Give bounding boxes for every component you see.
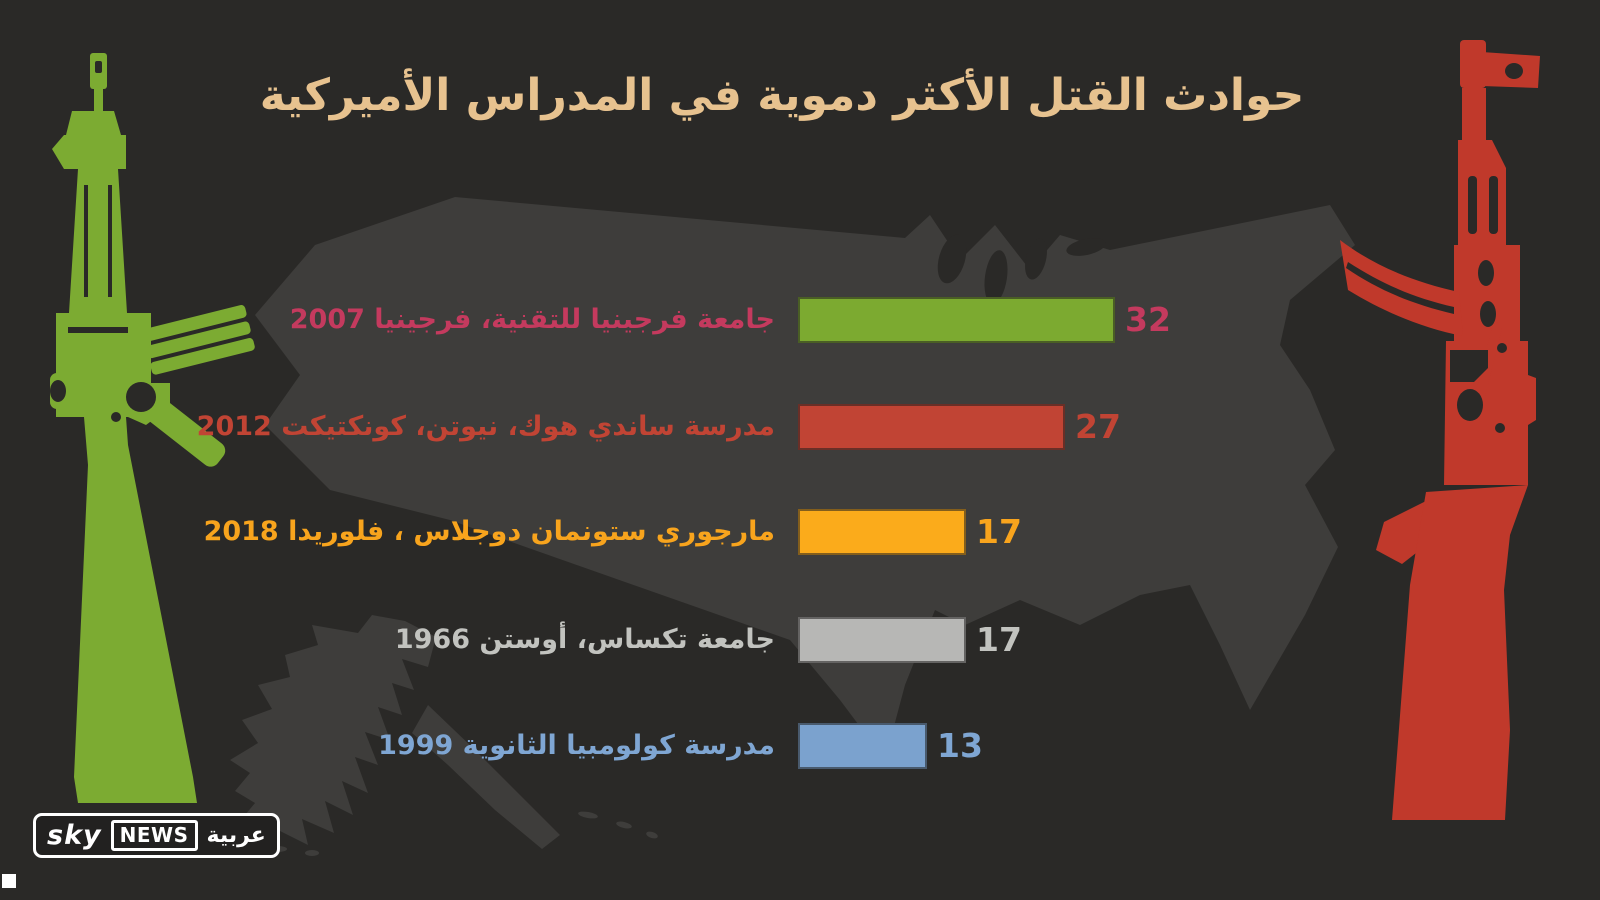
bar-value: 27 bbox=[1075, 407, 1121, 446]
chart-row: جامعة فرجينيا للتقنية، فرجينيا 2007 32 bbox=[0, 297, 1600, 343]
bar-wrap: 17 bbox=[798, 509, 1022, 555]
chart-row: مارجوري ستونمان دوجلاس ، فلوريدا 2018 17 bbox=[0, 509, 1600, 555]
bar-label: جامعة فرجينيا للتقنية، فرجينيا 2007 bbox=[289, 304, 775, 335]
bar bbox=[798, 617, 966, 663]
logo-arabic-text: عربية bbox=[206, 822, 266, 848]
bar-label: مدرسة ساندي هوك، نيوتن، كونكتيكت 2012 bbox=[196, 411, 775, 442]
page-title: حوادث القتل الأكثر دموية في المدراس الأم… bbox=[259, 70, 1305, 121]
bar bbox=[798, 404, 1065, 450]
chart-row: جامعة تكساس، أوستن 1966 17 bbox=[0, 617, 1600, 663]
bar-wrap: 13 bbox=[798, 723, 983, 769]
bar bbox=[798, 723, 927, 769]
bar-value: 32 bbox=[1125, 300, 1171, 339]
bar-label: مارجوري ستونمان دوجلاس ، فلوريدا 2018 bbox=[203, 516, 775, 547]
chart-row: مدرسة كولومبيا الثانوية 1999 13 bbox=[0, 723, 1600, 769]
corner-white-square bbox=[2, 874, 16, 888]
logo-news-text: NEWS bbox=[110, 820, 198, 851]
bar-wrap: 32 bbox=[798, 297, 1171, 343]
sky-news-arabia-logo: sky NEWS عربية bbox=[33, 813, 280, 858]
m16-rifle-icon bbox=[50, 53, 255, 803]
bar-value: 17 bbox=[976, 512, 1022, 551]
bar-label: جامعة تكساس، أوستن 1966 bbox=[394, 624, 775, 655]
bar-value: 13 bbox=[937, 726, 983, 765]
bar-wrap: 27 bbox=[798, 404, 1121, 450]
ak47-rifle-icon bbox=[1340, 40, 1540, 820]
logo-sky-text: sky bbox=[47, 819, 102, 851]
bar-label: مدرسة كولومبيا الثانوية 1999 bbox=[378, 730, 775, 761]
bar bbox=[798, 297, 1115, 343]
bar bbox=[798, 509, 966, 555]
chart-row: مدرسة ساندي هوك، نيوتن، كونكتيكت 2012 27 bbox=[0, 404, 1600, 450]
bar-wrap: 17 bbox=[798, 617, 1022, 663]
bar-value: 17 bbox=[976, 620, 1022, 659]
